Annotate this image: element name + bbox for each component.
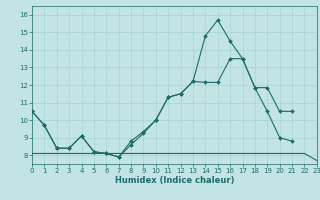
- X-axis label: Humidex (Indice chaleur): Humidex (Indice chaleur): [115, 176, 234, 185]
